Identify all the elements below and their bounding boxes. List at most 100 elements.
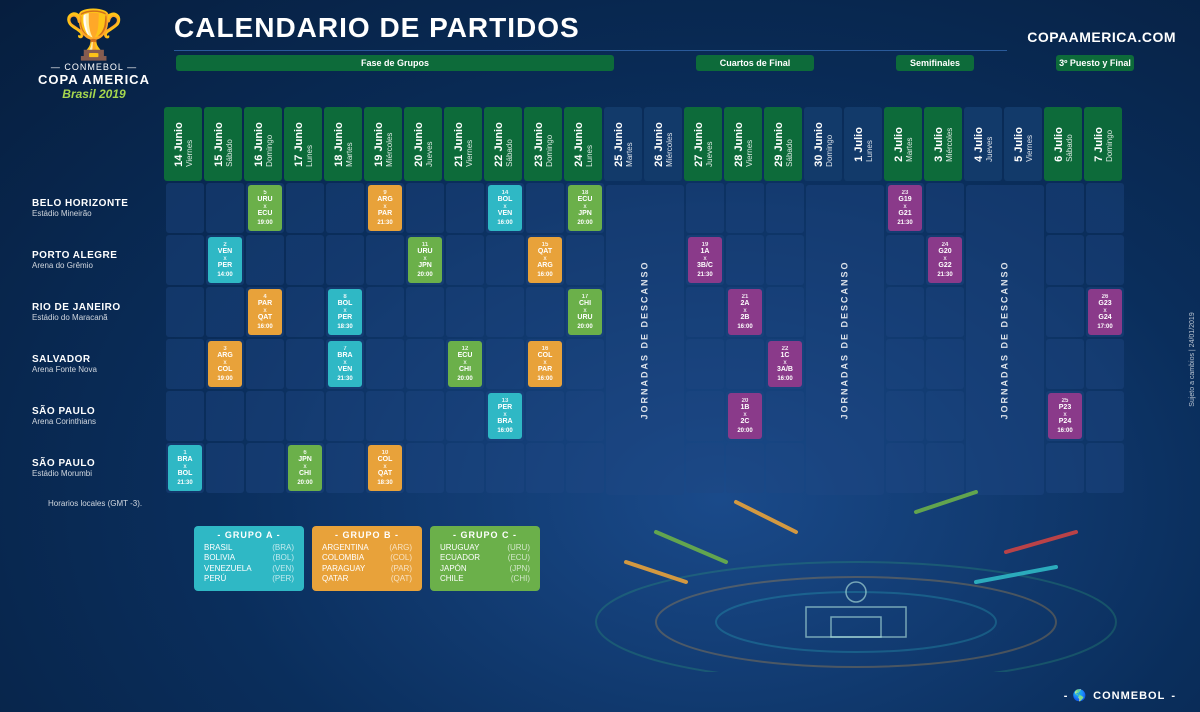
- timezone-note: Horarios locales (GMT -3).: [48, 499, 1176, 508]
- schedule-cell: [726, 339, 764, 389]
- match-card: 24G20xG2221:30: [928, 237, 962, 283]
- schedule-cell: 2VENxPER14:00: [206, 235, 244, 285]
- schedule-cell: [886, 391, 924, 441]
- schedule-cell: 17CHIxURU20:00: [566, 287, 604, 337]
- match-card: 26G23xG2417:00: [1088, 289, 1122, 335]
- venue-label: BELO HORIZONTEEstádio Mineirão: [24, 183, 164, 233]
- schedule-cell: 212Ax2B16:00: [726, 287, 764, 337]
- schedule-cell: [526, 443, 564, 493]
- date-header: 23 Junio Domingo: [524, 107, 562, 181]
- rest-day-column: JORNADAS DE DESCANSO: [606, 185, 684, 495]
- phase-label: Cuartos de Final: [696, 55, 814, 71]
- date-header: 25 Junio Martes: [604, 107, 642, 181]
- schedule-cell: [1086, 183, 1124, 233]
- date-header: 4 Julio Jueves: [964, 107, 1002, 181]
- match-card: 1BRAxBOL21:30: [168, 445, 202, 491]
- match-card: 191Ax3B/C21:30: [688, 237, 722, 283]
- match-card: 10COLxQAT18:30: [368, 445, 402, 491]
- logo-name: COPA AMERICA: [24, 72, 164, 87]
- date-header: 28 Junio Viernes: [724, 107, 762, 181]
- match-card: 13PERxBRA16:00: [488, 393, 522, 439]
- schedule-cell: 221Cx3A/B16:00: [766, 339, 804, 389]
- schedule-cell: 7BRAxVEN21:30: [326, 339, 364, 389]
- schedule-cell: [526, 287, 564, 337]
- phase-header-row: Fase de GruposCuartos de FinalSemifinale…: [174, 55, 1176, 71]
- schedule-cell: [526, 183, 564, 233]
- schedule-cell: [886, 287, 924, 337]
- date-header: 21 Junio Viernes: [444, 107, 482, 181]
- schedule-grid: BELO HORIZONTEEstádio Mineirão 5URUxECU19…: [24, 183, 1176, 493]
- schedule-cell: 10COLxQAT18:30: [366, 443, 404, 493]
- schedule-cell: [406, 443, 444, 493]
- schedule-cell: [166, 287, 204, 337]
- schedule-cell: [886, 235, 924, 285]
- schedule-cell: [1046, 183, 1084, 233]
- schedule-cell: 23G19xG2121:30: [886, 183, 924, 233]
- schedule-cell: [766, 391, 804, 441]
- date-header: 20 Junio Jueves: [404, 107, 442, 181]
- schedule-cell: [286, 391, 324, 441]
- schedule-cell: 4PARxQAT16:00: [246, 287, 284, 337]
- phase-label: 3º Puesto y Final: [1056, 55, 1134, 71]
- schedule-cell: [886, 339, 924, 389]
- schedule-cell: [486, 339, 524, 389]
- schedule-cell: [926, 183, 964, 233]
- match-card: 23G19xG2121:30: [888, 185, 922, 231]
- schedule-cell: [886, 443, 924, 493]
- schedule-cell: [166, 183, 204, 233]
- date-header: 2 Julio Martes: [884, 107, 922, 181]
- date-header: 30 Junio Domingo: [804, 107, 842, 181]
- schedule-cell: [1086, 391, 1124, 441]
- date-header: 29 Junio Sábado: [764, 107, 802, 181]
- schedule-cell: 26G23xG2417:00: [1086, 287, 1124, 337]
- schedule-cell: [206, 287, 244, 337]
- date-header: 16 Junio Domingo: [244, 107, 282, 181]
- schedule-cell: [926, 287, 964, 337]
- schedule-cell: 5URUxECU19:00: [246, 183, 284, 233]
- venue-label: SÃO PAULOArena Corinthians: [24, 391, 164, 441]
- schedule-cell: 6JPNxCHI20:00: [286, 443, 324, 493]
- schedule-cell: [286, 183, 324, 233]
- schedule-cell: [406, 339, 444, 389]
- schedule-cell: 11URUxJPN20:00: [406, 235, 444, 285]
- schedule-cell: 13PERxBRA16:00: [486, 391, 524, 441]
- match-card: 7BRAxVEN21:30: [328, 341, 362, 387]
- schedule-cell: [166, 235, 204, 285]
- match-card: 25P23xP2416:00: [1048, 393, 1082, 439]
- date-header: 27 Junio Jueves: [684, 107, 722, 181]
- match-card: 14BOLxVEN16:00: [488, 185, 522, 231]
- schedule-cell: 14BOLxVEN16:00: [486, 183, 524, 233]
- schedule-cell: [766, 235, 804, 285]
- schedule-cell: [1086, 235, 1124, 285]
- match-card: 18ECUxJPN20:00: [568, 185, 602, 231]
- schedule-cell: [686, 443, 724, 493]
- schedule-cell: [326, 443, 364, 493]
- date-header: 19 Junio Miércoles: [364, 107, 402, 181]
- legend-group-box: - GRUPO B -ARGENTINA(ARG)COLOMBIA(COL)PA…: [312, 526, 422, 591]
- schedule-cell: 15QATxARG16:00: [526, 235, 564, 285]
- schedule-cell: [766, 183, 804, 233]
- date-header: 6 Julio Sábado: [1044, 107, 1082, 181]
- match-card: 16COLxPAR16:00: [528, 341, 562, 387]
- date-header: 5 Julio Viernes: [1004, 107, 1042, 181]
- page-title: CALENDARIO DE PARTIDOS: [174, 12, 1007, 51]
- schedule-cell: [486, 443, 524, 493]
- match-card: 8BOLxPER18:30: [328, 289, 362, 335]
- schedule-cell: [686, 183, 724, 233]
- date-header: 15 Junio Sábado: [204, 107, 242, 181]
- schedule-cell: [406, 183, 444, 233]
- schedule-cell: [486, 287, 524, 337]
- schedule-cell: [726, 235, 764, 285]
- date-header: 14 Junio Viernes: [164, 107, 202, 181]
- schedule-cell: [246, 235, 284, 285]
- schedule-cell: [726, 443, 764, 493]
- schedule-cell: [406, 391, 444, 441]
- schedule-cell: [566, 235, 604, 285]
- schedule-cell: [366, 287, 404, 337]
- venue-label: SALVADORArena Fonte Nova: [24, 339, 164, 389]
- schedule-cell: [166, 391, 204, 441]
- match-card: 221Cx3A/B16:00: [768, 341, 802, 387]
- schedule-cell: [566, 339, 604, 389]
- schedule-cell: [166, 339, 204, 389]
- rest-day-column: JORNADAS DE DESCANSO: [966, 185, 1044, 495]
